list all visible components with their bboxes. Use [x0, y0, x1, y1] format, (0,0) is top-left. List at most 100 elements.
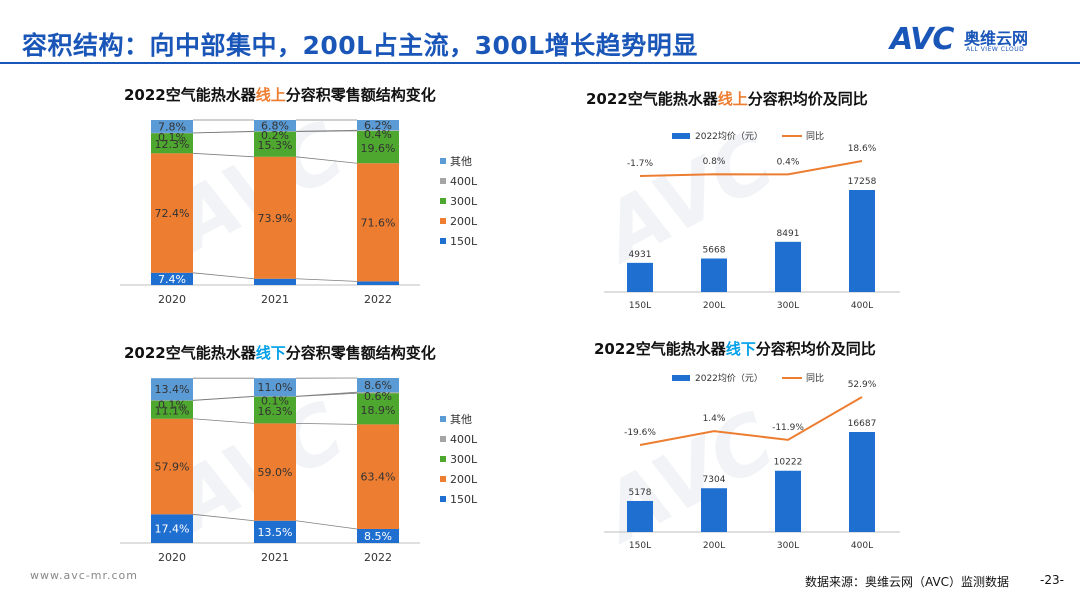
- offline-structure-connector: [295, 520, 358, 530]
- online-structure-tick-label: 2022: [364, 293, 392, 306]
- online-structure-legend-200L: 200L: [450, 215, 478, 228]
- logo-cn: 奥维云网: [964, 29, 1029, 48]
- offline-price-legend-bar-swatch: [672, 375, 690, 381]
- offline-price-line-label: 52.9%: [848, 380, 877, 390]
- offline-structure-legend-其他: 其他: [450, 413, 472, 426]
- online-price-bar-label: 5668: [703, 246, 726, 256]
- online-structure-label-400L: 0.1%: [158, 131, 186, 144]
- offline-structure-bar-300L-2021: [254, 396, 296, 424]
- online-structure-legend-150L: 150L: [450, 235, 478, 248]
- offline-structure-bar-200L-2021: [254, 423, 296, 521]
- offline-structure-label-150L: 8.5%: [364, 530, 392, 543]
- page-number: -23-: [1040, 573, 1064, 587]
- online-price-tick-label: 400L: [851, 301, 873, 311]
- online-structure-label-150L: 7.4%: [158, 273, 186, 286]
- online-structure-label-300L: 19.6%: [361, 142, 396, 155]
- online-price-legend-bar-swatch: [672, 133, 690, 139]
- offline-structure-bar-400L-2020: [151, 400, 193, 401]
- online-price-tick-label: 150L: [629, 301, 651, 311]
- offline-structure-bar-150L-2021: [254, 520, 296, 543]
- offline-price-chart: 2022均价（元） 同比 5178 150L 7304 200L 10222 300L 1668…: [604, 372, 900, 551]
- online-price-bar-label: 17258: [848, 177, 877, 187]
- online-structure-connector: [192, 272, 255, 280]
- online-structure-legend-swatch-150L: [440, 238, 446, 244]
- online-structure-connector: [192, 152, 255, 158]
- online-price-bar-150L: [627, 262, 653, 292]
- offline-price-line-series: [639, 396, 863, 446]
- offline-structure-legend-swatch-150L: [440, 496, 446, 502]
- online-structure-legend-swatch-300L: [440, 198, 446, 204]
- offline-structure-bar-300L-2020: [151, 400, 193, 419]
- online-structure-label-其他: 7.8%: [158, 120, 186, 133]
- online-structure-connector: [192, 130, 255, 134]
- offline-price-bar-150L: [627, 500, 653, 532]
- online-price-bar-label: 8491: [777, 229, 800, 239]
- online-structure-label-300L: 12.3%: [155, 138, 190, 151]
- online-structure-bar-其他-2020: [151, 120, 193, 133]
- offline-structure-label-400L: 0.1%: [158, 398, 186, 411]
- online-structure-bar-其他-2022: [357, 120, 399, 131]
- online-structure-bar-150L-2021: [254, 278, 296, 285]
- offline-structure-label-其他: 11.0%: [258, 381, 293, 394]
- online-structure-bar-300L-2020: [151, 133, 193, 154]
- online-price-line-series: [639, 160, 863, 177]
- offline-structure-connector: [192, 395, 255, 401]
- online-price-line-label: -1.7%: [627, 159, 654, 169]
- footer-url: www.avc-mr.com: [30, 569, 138, 582]
- online-structure-bar-200L-2021: [254, 156, 296, 279]
- online-structure-tick-label: 2020: [158, 293, 186, 306]
- offline-price-line-label: 1.4%: [703, 414, 726, 424]
- offline-structure-legend-150L: 150L: [450, 493, 478, 506]
- online-price-chart: 2022均价（元） 同比 4931 150L 5668 200L 8491 300L 17258…: [604, 130, 900, 311]
- offline-price-bar-label: 7304: [703, 475, 726, 485]
- offline-structure-tick-label: 2020: [158, 551, 186, 564]
- offline-structure-bar-150L-2022: [357, 528, 399, 543]
- online-structure-label-400L: 0.4%: [364, 128, 392, 141]
- online-structure-bar-300L-2022: [357, 130, 399, 164]
- offline-structure-tick-label: 2022: [364, 551, 392, 564]
- offline-structure-label-200L: 57.9%: [155, 461, 190, 474]
- offline-structure-label-200L: 59.0%: [258, 466, 293, 479]
- online-price-bar-200L: [701, 258, 727, 292]
- online-price-tick-label: 200L: [703, 301, 725, 311]
- online-structure-label-200L: 72.4%: [155, 207, 190, 220]
- offline-structure-connector: [192, 418, 255, 424]
- chart-title-online-price: 2022空气能热水器线上分容积均价及同比: [586, 90, 868, 108]
- offline-price-tick-label: 400L: [851, 541, 873, 551]
- online-structure-bar-150L-2022: [357, 281, 399, 285]
- online-structure-connector: [295, 129, 358, 132]
- offline-structure-bar-其他-2022: [357, 378, 399, 393]
- offline-structure-connector: [295, 422, 358, 425]
- online-structure-legend-swatch-400L: [440, 178, 446, 184]
- online-structure-label-400L: 0.2%: [261, 129, 289, 142]
- offline-price-tick-label: 150L: [629, 541, 651, 551]
- offline-price-line-label: -19.6%: [624, 428, 656, 438]
- offline-structure-legend-swatch-其他: [440, 416, 446, 422]
- online-structure-bar-400L-2021: [254, 131, 296, 132]
- offline-structure-legend-swatch-300L: [440, 456, 446, 462]
- chart-title-offline-structure: 2022空气能热水器线下分容积零售额结构变化: [124, 344, 436, 362]
- logo-text: AVC: [890, 22, 954, 57]
- offline-structure-legend-swatch-400L: [440, 436, 446, 442]
- online-structure-bar-400L-2020: [151, 132, 193, 134]
- offline-structure-label-150L: 17.4%: [155, 523, 190, 536]
- offline-structure-label-200L: 63.4%: [361, 471, 396, 484]
- online-structure-legend-300L: 300L: [450, 195, 478, 208]
- offline-structure-label-300L: 18.9%: [361, 404, 396, 417]
- offline-structure-label-其他: 8.6%: [364, 379, 392, 392]
- offline-structure-bar-其他-2021: [254, 378, 296, 397]
- header-divider: [0, 62, 1080, 64]
- offline-price-legend-line: 同比: [806, 372, 824, 384]
- online-price-legend-bar: 2022均价（元）: [695, 130, 763, 142]
- online-price-line-label: 0.4%: [777, 157, 800, 167]
- online-structure-legend-swatch-200L: [440, 218, 446, 224]
- offline-structure-bar-150L-2020: [151, 514, 193, 543]
- offline-structure-label-300L: 11.1%: [155, 405, 190, 418]
- offline-price-line-label: -11.9%: [772, 423, 804, 433]
- online-price-line-label: 18.6%: [848, 144, 877, 154]
- online-structure-label-200L: 73.9%: [258, 212, 293, 225]
- offline-price-bar-label: 10222: [774, 458, 803, 468]
- offline-price-bar-200L: [701, 488, 727, 532]
- offline-price-bar-300L: [775, 470, 801, 532]
- online-structure-connector: [295, 156, 358, 164]
